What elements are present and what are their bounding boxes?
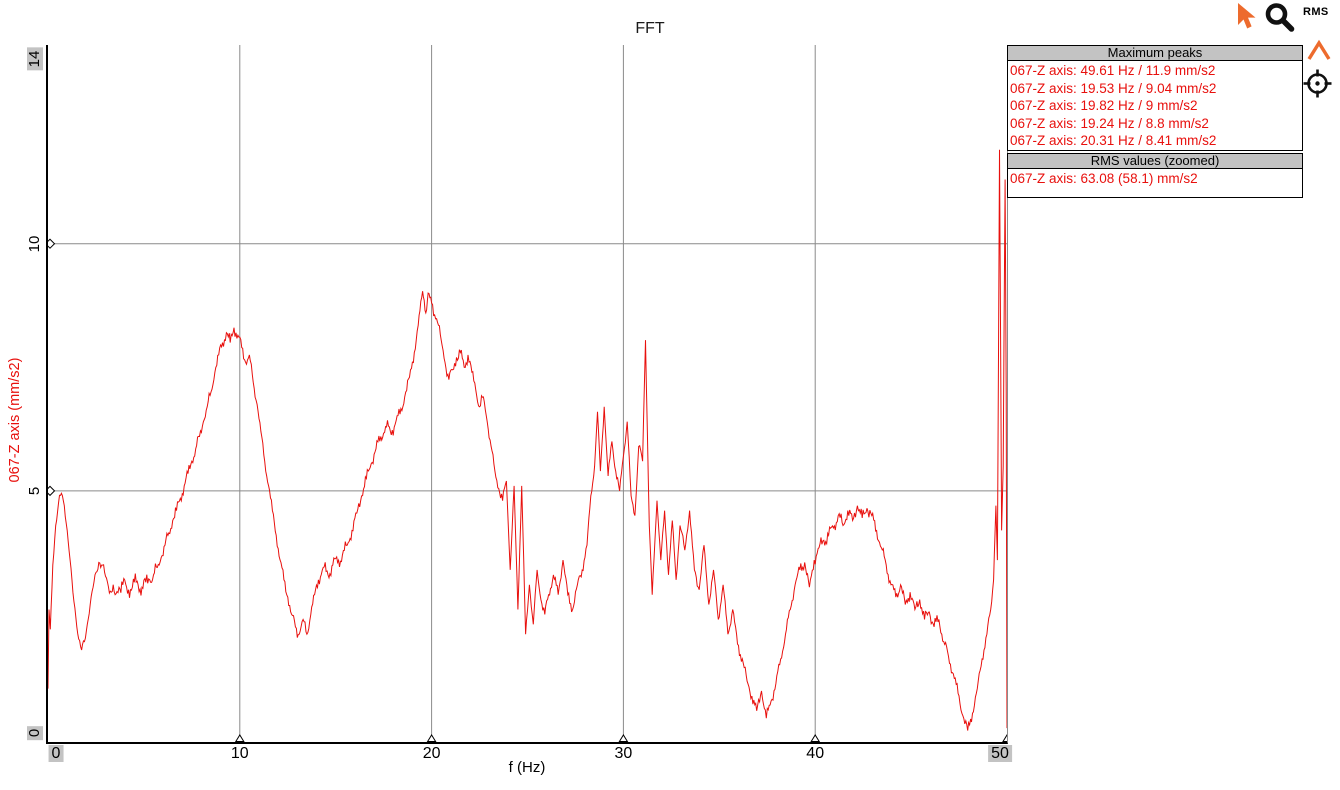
peak-row: 067-Z axis: 49.61 Hz / 11.9 mm/s2 <box>1010 63 1216 78</box>
legend-panel: Maximum peaks 067-Z axis: 49.61 Hz / 11.… <box>1007 45 1303 198</box>
y-tick-label: 10 <box>26 235 43 253</box>
x-tick-label: 10 <box>230 745 249 762</box>
x-tick-label: 0 <box>48 745 64 762</box>
y-tick-label: 5 <box>26 486 43 496</box>
plot-area[interactable] <box>46 45 1008 744</box>
rms-row: 067-Z axis: 63.08 (58.1) mm/s2 <box>1010 170 1198 186</box>
chart-title: FFT <box>635 20 665 37</box>
maximum-peaks-header: Maximum peaks <box>1007 45 1303 61</box>
x-tick-label: 50 <box>988 745 1012 762</box>
peak-row: 067-Z axis: 19.53 Hz / 9.04 mm/s2 <box>1010 80 1217 96</box>
peak-row: 067-Z axis: 20.31 Hz / 8.41 mm/s2 <box>1010 133 1217 148</box>
peak-row: 067-Z axis: 19.82 Hz / 9 mm/s2 <box>1010 98 1198 113</box>
x-tick-label: 40 <box>806 745 825 762</box>
rms-values-header: RMS values (zoomed) <box>1007 152 1303 169</box>
peak-detect-icon[interactable] <box>1306 39 1332 63</box>
x-tick-label: 20 <box>422 745 441 762</box>
y-tick-label: 0 <box>26 725 43 741</box>
peak-row: 067-Z axis: 19.24 Hz / 8.8 mm/s2 <box>1010 115 1209 131</box>
y-axis-label: 067-Z axis (mm/s2) <box>7 357 23 483</box>
x-axis-label: f (Hz) <box>508 759 546 776</box>
cursor-arrow-icon[interactable] <box>1234 2 1258 30</box>
fft-spectrum-plot <box>48 45 1007 742</box>
x-tick-label: 30 <box>614 745 633 762</box>
zoom-icon[interactable] <box>1263 1 1297 33</box>
rms-toggle[interactable]: RMS <box>1303 6 1329 18</box>
rms-values-table: 067-Z axis: 63.08 (58.1) mm/s2 <box>1007 168 1303 198</box>
crosshair-icon[interactable] <box>1302 68 1333 99</box>
y-tick-label: 14 <box>26 47 43 71</box>
maximum-peaks-table: 067-Z axis: 49.61 Hz / 11.9 mm/s2 067-Z a… <box>1007 61 1303 151</box>
